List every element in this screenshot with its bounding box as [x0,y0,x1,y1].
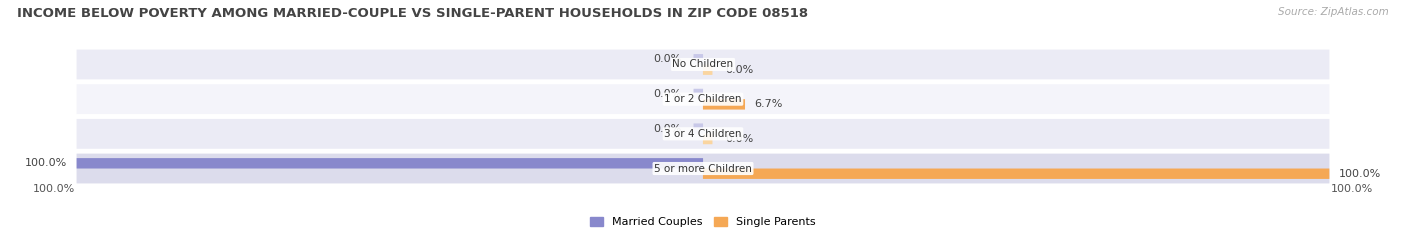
FancyBboxPatch shape [76,84,1330,114]
FancyBboxPatch shape [703,168,1329,179]
Text: No Children: No Children [672,59,734,69]
Text: 0.0%: 0.0% [725,65,754,75]
Text: 0.0%: 0.0% [652,54,681,64]
Text: 100.0%: 100.0% [1339,169,1381,179]
FancyBboxPatch shape [703,99,745,110]
Text: Source: ZipAtlas.com: Source: ZipAtlas.com [1278,7,1389,17]
FancyBboxPatch shape [693,123,703,134]
Text: 3 or 4 Children: 3 or 4 Children [664,129,742,139]
FancyBboxPatch shape [693,54,703,65]
FancyBboxPatch shape [693,89,703,99]
Text: 6.7%: 6.7% [755,99,783,109]
FancyBboxPatch shape [76,119,1330,149]
Legend: Married Couples, Single Parents: Married Couples, Single Parents [591,217,815,227]
Text: 0.0%: 0.0% [652,89,681,99]
FancyBboxPatch shape [76,50,1330,79]
Text: 1 or 2 Children: 1 or 2 Children [664,94,742,104]
Text: 0.0%: 0.0% [652,124,681,134]
Text: 5 or more Children: 5 or more Children [654,164,752,174]
Text: 100.0%: 100.0% [1331,184,1374,194]
FancyBboxPatch shape [77,158,703,168]
Text: 0.0%: 0.0% [725,134,754,144]
Text: 100.0%: 100.0% [25,158,67,168]
FancyBboxPatch shape [703,65,713,75]
Text: INCOME BELOW POVERTY AMONG MARRIED-COUPLE VS SINGLE-PARENT HOUSEHOLDS IN ZIP COD: INCOME BELOW POVERTY AMONG MARRIED-COUPL… [17,7,808,20]
Text: 100.0%: 100.0% [32,184,75,194]
FancyBboxPatch shape [76,154,1330,183]
FancyBboxPatch shape [703,134,713,144]
